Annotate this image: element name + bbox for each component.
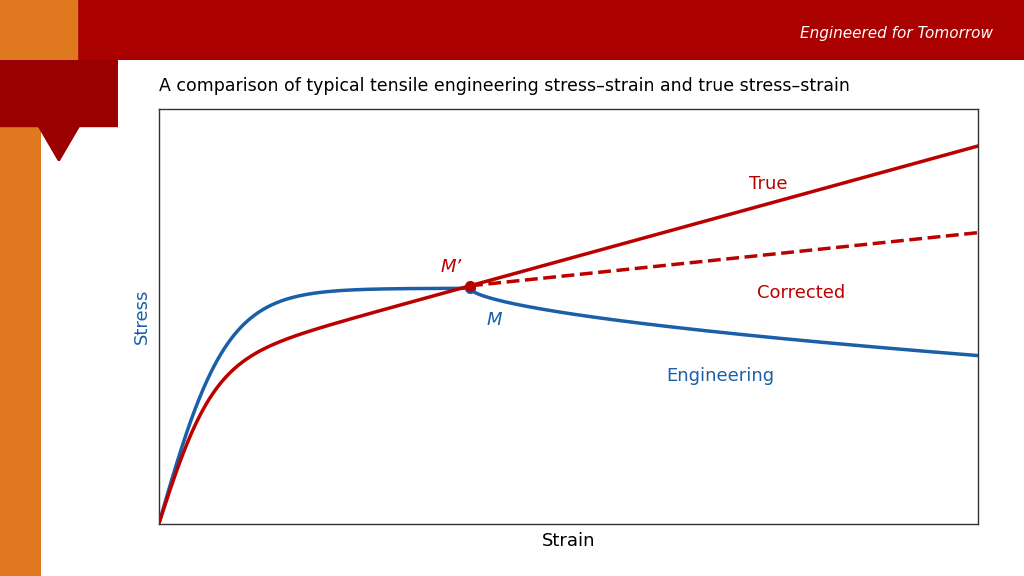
Text: Corrected: Corrected [757, 285, 845, 302]
Text: Engineered for Tomorrow: Engineered for Tomorrow [801, 26, 993, 41]
Text: Engineering: Engineering [667, 367, 775, 385]
Bar [0, 60, 118, 126]
Text: A comparison of typical tensile engineering stress–strain and true stress–strain: A comparison of typical tensile engineer… [159, 77, 850, 95]
Text: M: M [486, 310, 502, 329]
X-axis label: Strain: Strain [542, 532, 595, 551]
Text: M’: M’ [440, 257, 462, 276]
Text: True: True [749, 175, 787, 193]
Bar [0, 0, 77, 60]
Polygon shape [0, 60, 118, 161]
Y-axis label: Stress: Stress [132, 289, 151, 344]
